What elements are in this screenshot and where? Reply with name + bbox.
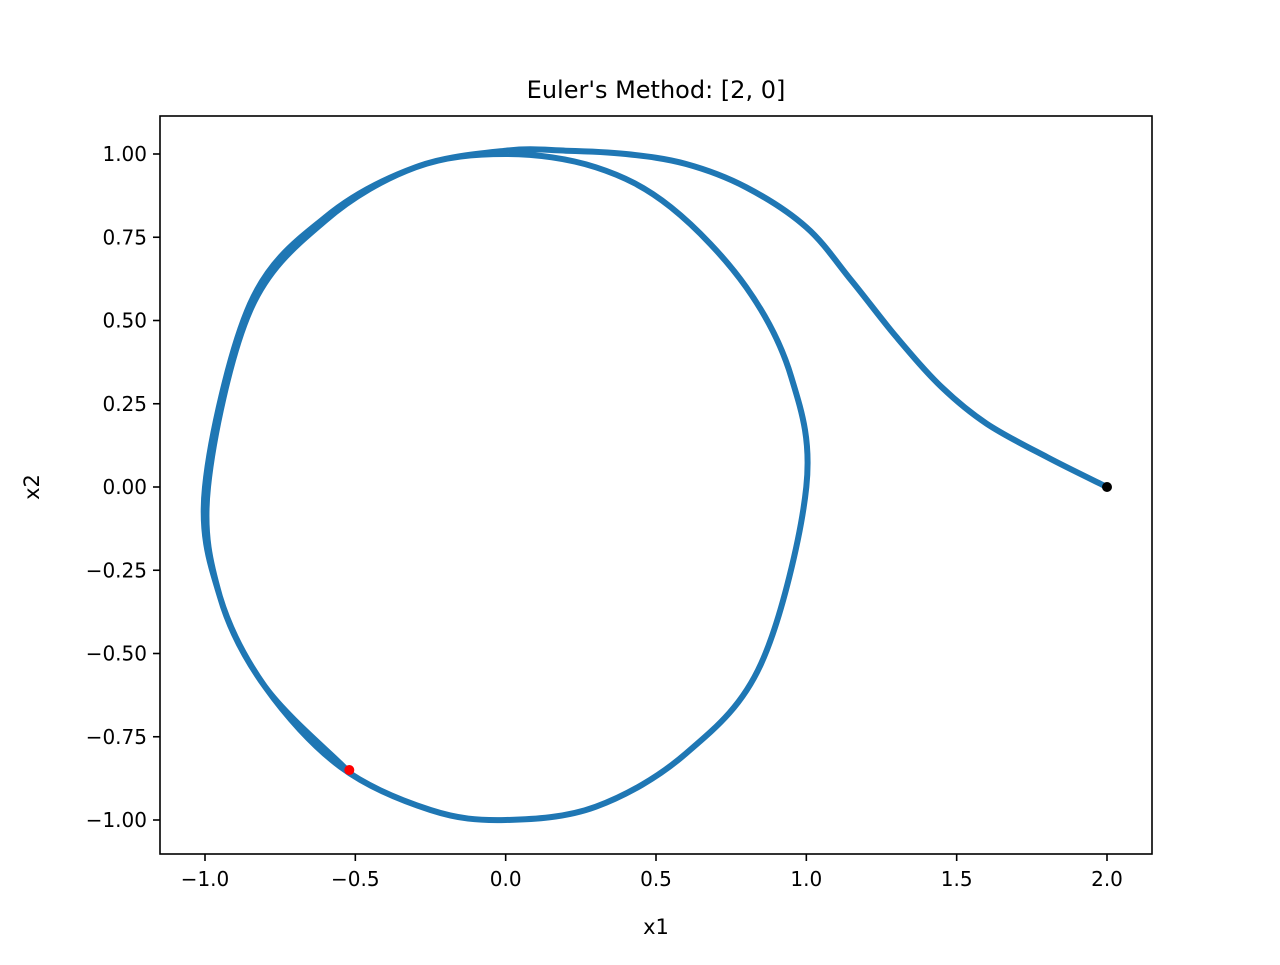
y-tick-label: 0.75 bbox=[102, 225, 147, 249]
x-tick-label: −1.0 bbox=[181, 867, 230, 891]
x-tick-label: 1.0 bbox=[790, 867, 822, 891]
y-tick-label: −0.50 bbox=[86, 642, 147, 666]
y-tick-label: 0.25 bbox=[102, 392, 147, 416]
y-tick-label: 0.50 bbox=[102, 309, 147, 333]
point-marker-1 bbox=[344, 765, 355, 776]
x-tick-label: 2.0 bbox=[1091, 867, 1123, 891]
series-line-0 bbox=[200, 146, 1110, 824]
y-tick-label: −1.00 bbox=[86, 808, 147, 832]
x-tick-label: −0.5 bbox=[331, 867, 380, 891]
axes-frame bbox=[159, 115, 1153, 855]
y-tick-label: −0.75 bbox=[86, 725, 147, 749]
y-tick-label: −0.25 bbox=[86, 558, 147, 582]
plot-layer bbox=[200, 146, 1112, 824]
y-tick-label: 1.00 bbox=[102, 142, 147, 166]
y-axis-label: x2 bbox=[20, 474, 44, 500]
x-tick-label: 1.5 bbox=[941, 867, 973, 891]
x-axis-label: x1 bbox=[643, 915, 669, 939]
ticks-layer: −1.0 −0.5 0.0 0.5 1.0 1.5 2.0 1.00 0.75 0.50 0.25 0… bbox=[86, 142, 1123, 891]
point-marker-0 bbox=[1102, 482, 1112, 492]
chart-title: Euler's Method: [2, 0] bbox=[527, 76, 786, 104]
x-tick-label: 0.5 bbox=[640, 867, 672, 891]
x-tick-label: 0.0 bbox=[490, 867, 522, 891]
y-tick-label: 0.00 bbox=[102, 475, 147, 499]
